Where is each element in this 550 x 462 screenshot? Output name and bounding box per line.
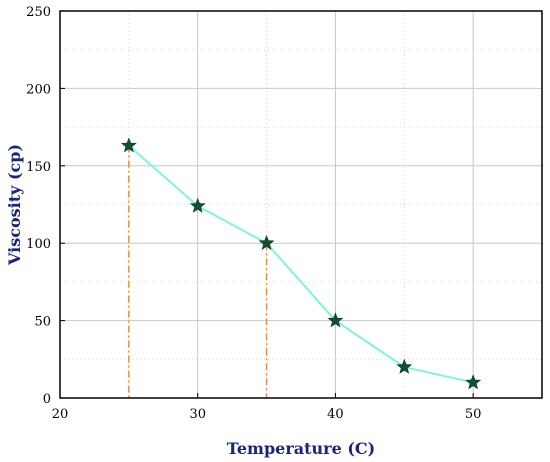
data-point [189,197,206,213]
data-point [396,358,413,374]
data-point [120,137,137,153]
data-point [465,374,482,390]
y-tick-label: 0 [43,392,51,407]
droplines [128,145,268,398]
series-line [128,144,474,384]
grid [59,10,542,399]
data-point [327,312,344,328]
x-tick-label: 40 [327,407,344,422]
y-tick-label: 150 [26,160,51,175]
axis-ticks: 20 30 40 50 0 50 100 150 200 250 [26,5,481,422]
y-tick-label: 50 [34,315,51,330]
x-tick-label: 20 [52,407,69,422]
data-point [258,234,275,250]
x-tick-label: 50 [465,407,482,422]
y-axis-title: Viscosity (cp) [5,144,24,266]
plot-area [59,10,543,399]
x-tick-label: 30 [189,407,206,422]
y-tick-label: 100 [26,237,51,252]
y-tick-label: 250 [26,5,51,20]
x-axis-title: Temperature (C) [227,439,375,458]
y-tick-label: 200 [26,82,51,97]
series-group [120,137,482,390]
